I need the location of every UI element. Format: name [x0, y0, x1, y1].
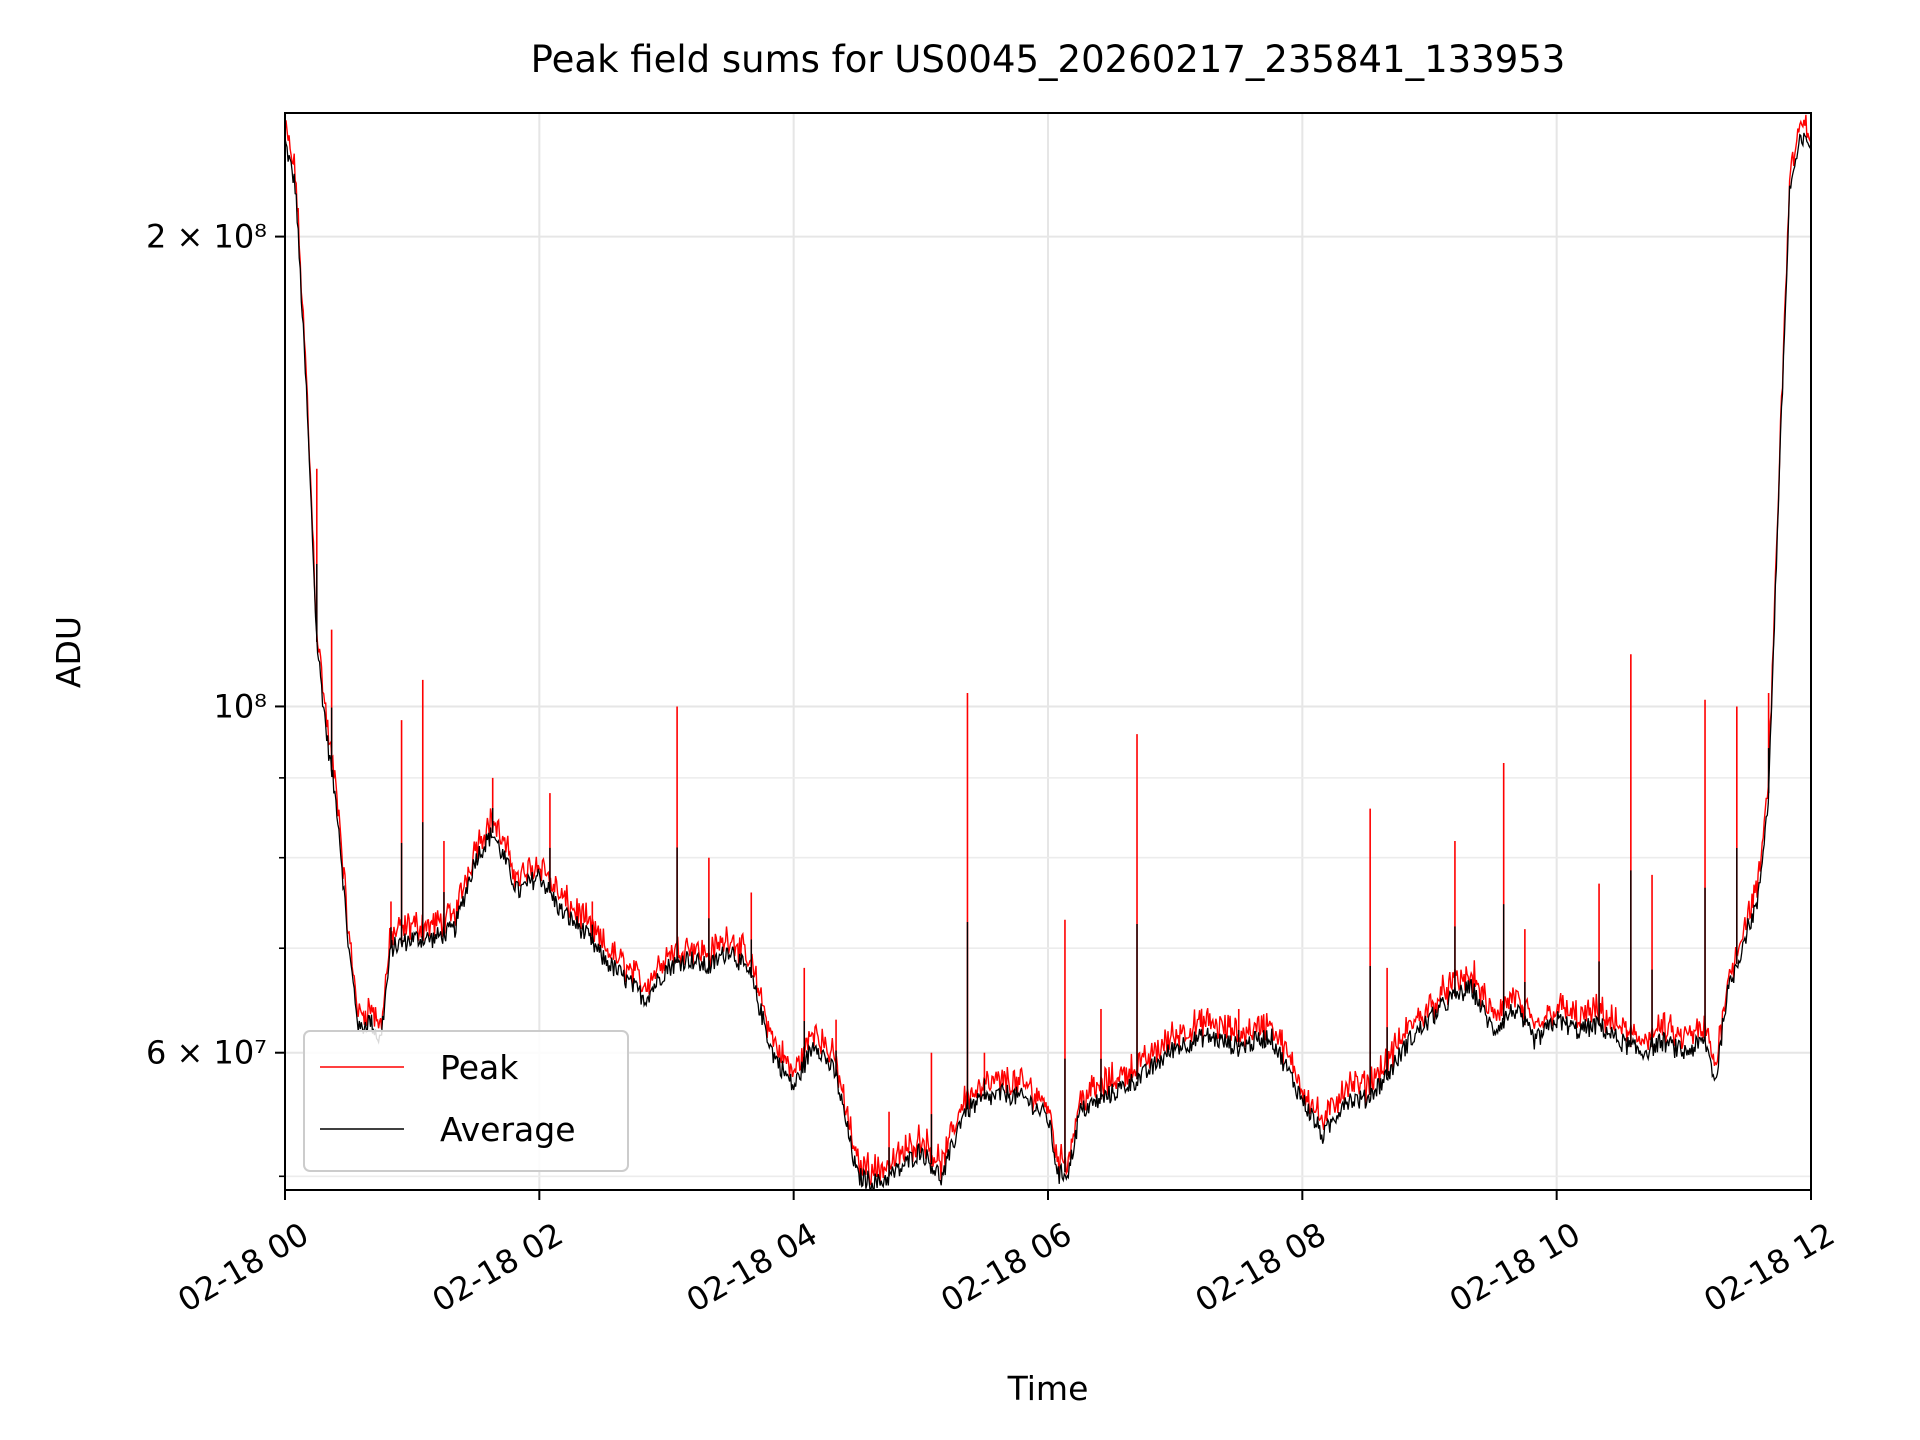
series-line-peak	[285, 114, 1811, 1187]
chart-title: Peak field sums for US0045_20260217_2358…	[531, 38, 1566, 81]
series-peak	[285, 114, 1811, 1187]
legend-label-average: Average	[440, 1110, 576, 1149]
legend-label-peak: Peak	[440, 1048, 519, 1087]
x-axis-label: Time	[1007, 1369, 1089, 1408]
legend-box	[303, 1030, 629, 1172]
legend: Peak Average	[303, 1030, 629, 1172]
y-tick-label: 2 × 10⁸	[146, 218, 267, 256]
y-tick-label: 6 × 10⁷	[146, 1034, 267, 1072]
series-line-average	[285, 132, 1811, 1190]
series-average	[285, 132, 1811, 1190]
y-axis-label: ADU	[49, 616, 88, 688]
y-tick-label: 10⁸	[213, 687, 267, 725]
y-axis: 6 × 10⁷ 10⁸ 2 × 10⁸	[146, 218, 285, 1178]
